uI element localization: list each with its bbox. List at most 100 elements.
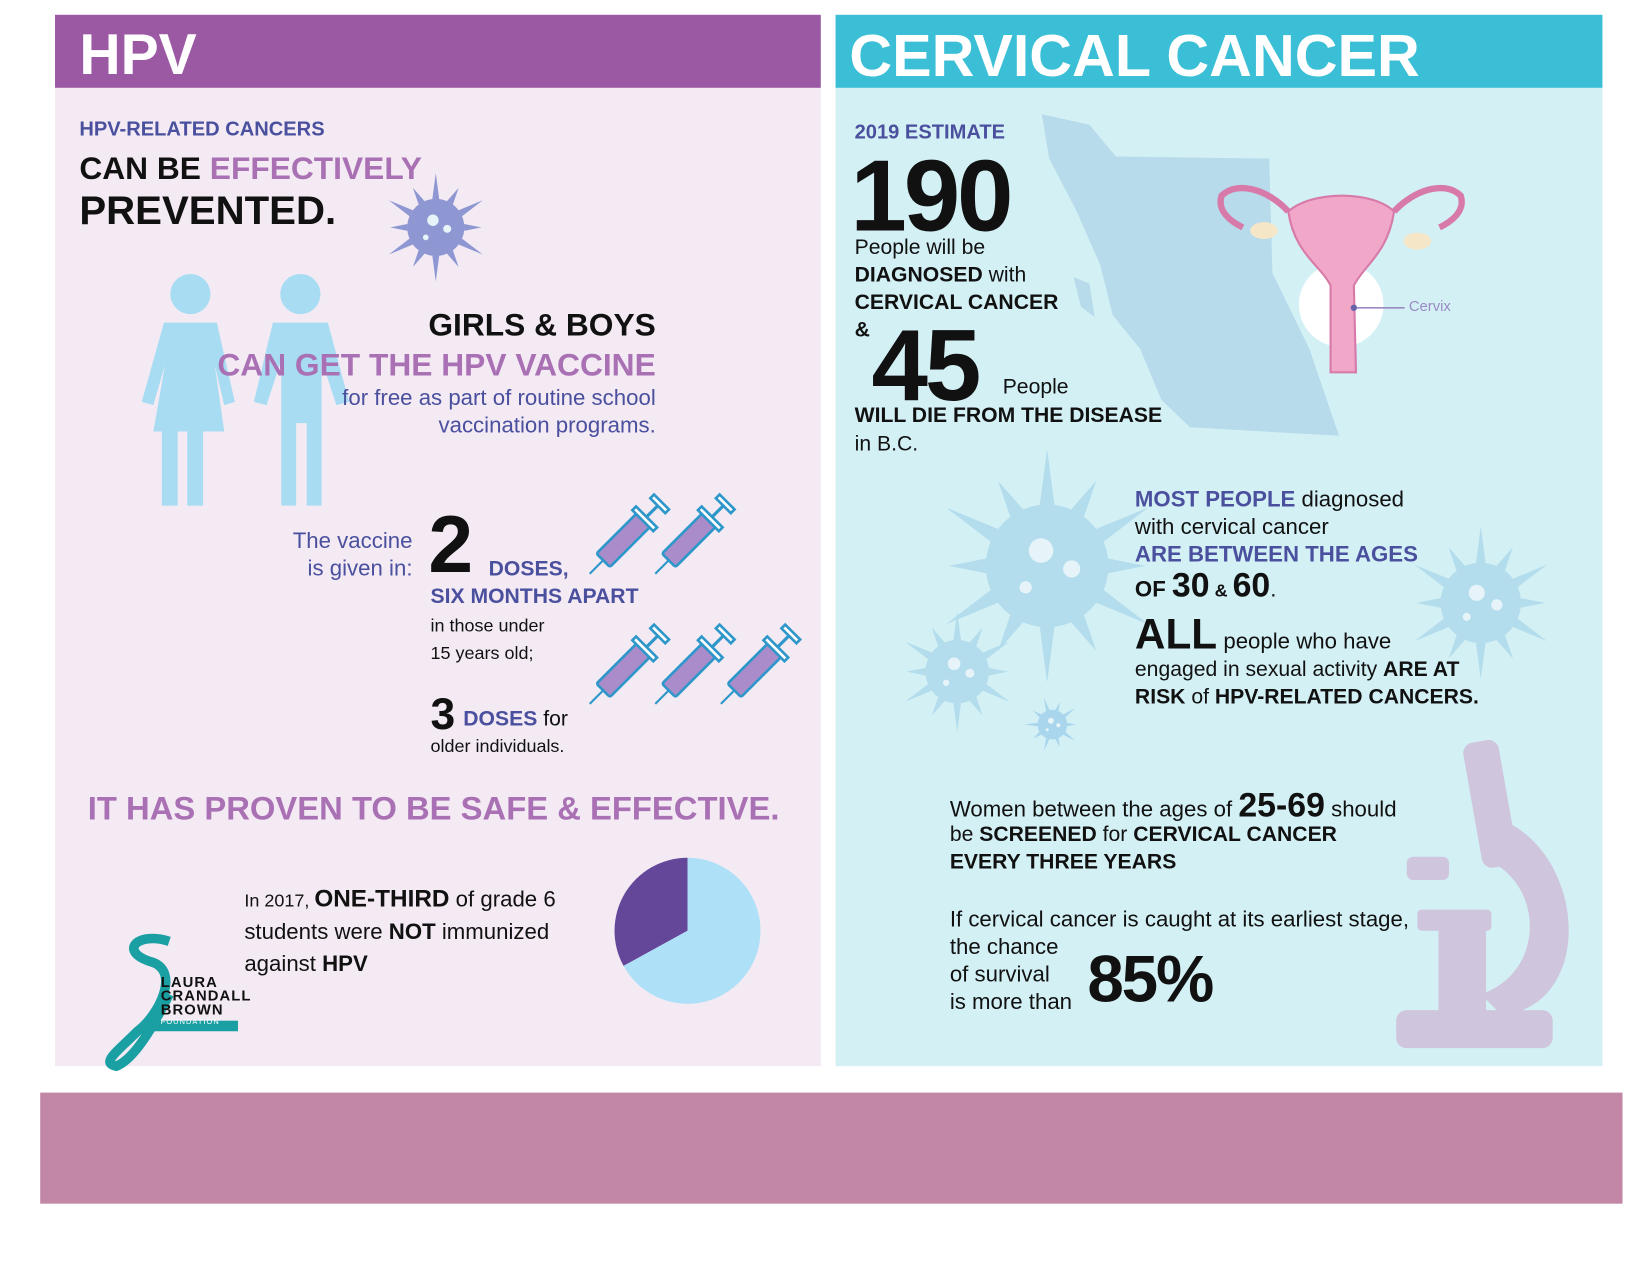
virus-dot — [1045, 728, 1049, 732]
virus-spike — [931, 697, 945, 716]
shape — [55, 14, 821, 88]
headline: CAN BE EFFECTIVELY — [79, 150, 422, 188]
text-span: against — [244, 951, 323, 977]
text-span: for — [1096, 822, 1134, 847]
text-span: 30 — [1171, 565, 1210, 604]
shape — [253, 322, 350, 506]
virus-spike — [458, 238, 483, 255]
virus-dot — [422, 234, 429, 241]
virus-spike — [432, 173, 440, 200]
text-span: immunized — [435, 920, 550, 945]
text-span: students were — [244, 920, 389, 945]
shape — [1217, 184, 1465, 374]
shape — [1403, 232, 1432, 250]
estimate-text: WILL DIE FROM THE DISEASE in B.C. — [855, 402, 1163, 459]
text-span: CERVICAL CANCER — [854, 290, 1059, 315]
text-span: If cervical cancer is caught at its earl… — [949, 907, 1410, 932]
text-span: WILL DIE FROM THE DISEASE — [854, 404, 1163, 428]
virus-icon — [946, 449, 1149, 683]
text-span: People will be — [854, 235, 986, 260]
text-span: in B.C. — [854, 432, 919, 456]
shape — [170, 273, 211, 315]
text-span: people who have — [1217, 629, 1392, 654]
text-span: HPV — [322, 951, 368, 977]
text-span: should — [1324, 797, 1397, 822]
virus-dot — [443, 224, 452, 233]
shape — [141, 273, 350, 506]
text-span: & — [854, 318, 870, 342]
text-span: ARE AT — [1383, 657, 1460, 682]
text-span: In 2017, — [244, 890, 315, 911]
virus-dot — [947, 657, 961, 671]
text-span: the chance — [949, 935, 1059, 960]
text-span: engaged in sexual activity — [1134, 657, 1384, 682]
shape — [1396, 739, 1569, 1049]
risk-text: engaged in sexual activity ARE AT RISK of… — [1135, 656, 1479, 711]
shape — [1438, 920, 1487, 1016]
virus-dot — [1047, 717, 1054, 724]
text-span: RISK — [1134, 685, 1186, 709]
virus-dot — [1491, 599, 1503, 611]
text-span: HPV-RELATED CANCERS. — [1214, 685, 1479, 709]
virus-body — [407, 198, 465, 256]
virus-spike — [1071, 480, 1097, 517]
text-span: . — [1270, 577, 1277, 602]
virus-icon — [1024, 697, 1077, 752]
text-span: OF — [1134, 577, 1172, 602]
virus-spike — [1039, 449, 1055, 505]
dose-count: 2 — [428, 500, 474, 591]
virus-body — [1037, 709, 1068, 740]
text-span: CAN BE — [79, 151, 210, 187]
estimate-text: People will be DIAGNOSED with CERVICAL CAN… — [855, 234, 1059, 344]
virus-spike — [946, 589, 999, 625]
shape — [905, 449, 1547, 752]
text-span: NOT — [388, 920, 436, 945]
text-span: DOSES — [463, 707, 538, 731]
virus-dot — [1019, 581, 1032, 594]
text-span: with cervical cancer — [1134, 515, 1329, 540]
virus-dot — [942, 679, 950, 686]
survival-rate: 85% — [1087, 943, 1214, 1017]
section-title: CERVICAL CANCER — [849, 22, 1420, 89]
dose-unit: DOSES, — [488, 557, 569, 581]
virus-spike — [982, 641, 1010, 660]
virus-spike — [1414, 618, 1449, 642]
text-span: 60 — [1232, 565, 1271, 604]
virus-spike — [432, 255, 440, 282]
virus-spike — [1512, 618, 1547, 642]
estimate-text: People — [1002, 375, 1069, 399]
section-title: HPV — [79, 23, 197, 87]
text-span: CERVICAL CANCER — [1133, 822, 1337, 847]
virus-spike — [1033, 710, 1042, 718]
logo-text: FOUNDATION — [160, 1018, 220, 1026]
text-span: 25-69 — [1238, 785, 1325, 824]
text-span: of grade 6 — [449, 887, 556, 912]
virus-spike — [1024, 722, 1038, 727]
shape — [1350, 304, 1358, 311]
immunization-note: In 2017, ONE-THIRD of grade 6 students we… — [244, 882, 555, 980]
virus-body — [925, 639, 989, 704]
diagram-label: Cervix — [1408, 297, 1451, 315]
big-number: 190 — [850, 139, 1013, 253]
screening-text: be SCREENED for CERVICAL CANCER EVERY THR… — [950, 821, 1337, 876]
virus-spike — [1520, 598, 1546, 608]
virus-spike — [998, 614, 1024, 651]
text-span: DIAGNOSED — [854, 263, 983, 287]
text-span: of — [1185, 685, 1215, 709]
text-span: 15 years old; — [430, 643, 534, 664]
virus-spike — [1496, 635, 1513, 659]
virus-spike — [988, 667, 1008, 676]
virus-dot — [1468, 584, 1485, 601]
virus-spike — [969, 697, 983, 716]
text-span: diagnosed — [1295, 487, 1405, 512]
virus-icon — [1414, 526, 1547, 680]
dose-who: older individuals. — [430, 736, 565, 757]
virus-spike — [1063, 707, 1076, 718]
dose-who: in those under 15 years old; — [430, 612, 544, 667]
virus-spike — [1414, 564, 1449, 588]
kicker: 2019 ESTIMATE — [854, 121, 1006, 144]
virus-spike — [969, 627, 983, 647]
shape — [1396, 1010, 1553, 1049]
shape — [835, 14, 1603, 88]
